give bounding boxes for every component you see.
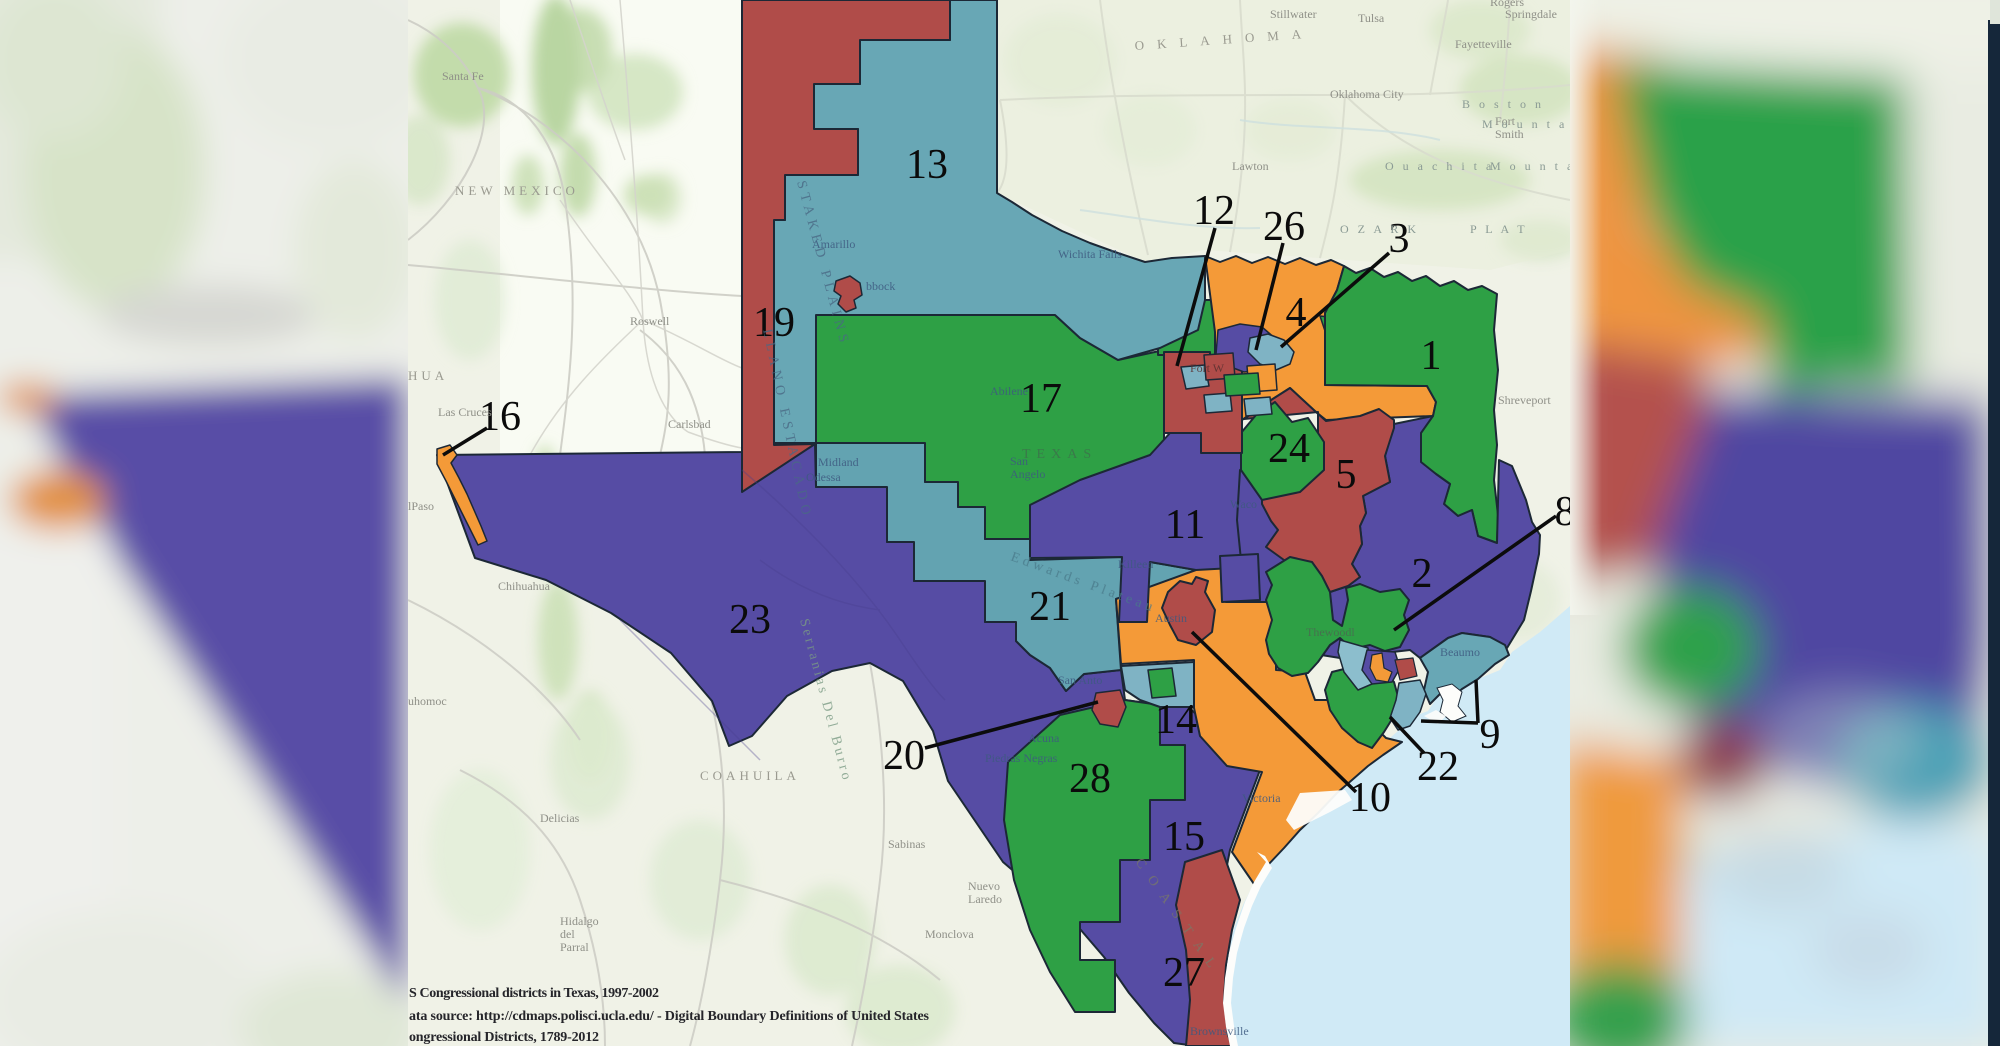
svg-text:11: 11	[1165, 502, 1205, 548]
svg-text:uhomoc: uhomoc	[408, 694, 447, 708]
svg-text:O Z A R K: O Z A R K	[1340, 222, 1419, 236]
svg-text:Chihuahua: Chihuahua	[498, 579, 551, 593]
svg-text:27: 27	[1163, 950, 1205, 996]
svg-text:4: 4	[1286, 290, 1307, 336]
svg-text:20: 20	[883, 733, 925, 779]
svg-text:Monclova: Monclova	[925, 927, 974, 941]
svg-text:B o s t o n: B o s t o n	[1462, 97, 1544, 111]
svg-text:Thewoodl: Thewoodl	[1306, 625, 1355, 639]
svg-text:Oklahoma City: Oklahoma City	[1330, 87, 1404, 101]
svg-text:Nuevo: Nuevo	[968, 879, 1000, 893]
svg-text:Waco: Waco	[1230, 497, 1257, 511]
svg-text:M o u n t a i n s: M o u n t a i n s	[1482, 117, 1608, 131]
svg-text:TEXAS: TEXAS	[1022, 447, 1097, 462]
svg-text:Angelo: Angelo	[1010, 467, 1045, 481]
svg-text:14: 14	[1155, 697, 1197, 743]
svg-text:Fort W: Fort W	[1190, 361, 1225, 375]
svg-text:Austin: Austin	[1155, 611, 1187, 625]
svg-text:Beaumo: Beaumo	[1440, 645, 1480, 659]
svg-text:ongressional Districts, 1789-2: ongressional Districts, 1789-2012	[409, 1030, 599, 1045]
svg-text:Roswell: Roswell	[630, 314, 670, 328]
svg-text:COAHUILA: COAHUILA	[700, 768, 800, 783]
svg-text:Sabinas: Sabinas	[888, 837, 926, 851]
svg-text:Santa Fe: Santa Fe	[442, 69, 484, 83]
svg-text:Brownsville: Brownsville	[1190, 1024, 1249, 1038]
svg-text:Abilene: Abilene	[990, 384, 1028, 398]
svg-text:16: 16	[479, 394, 521, 440]
svg-text:19: 19	[753, 300, 795, 346]
svg-text:Killeen: Killeen	[1118, 557, 1153, 571]
svg-text:Stillwater: Stillwater	[1270, 7, 1317, 21]
svg-text:HUA: HUA	[408, 368, 448, 383]
svg-text:21: 21	[1029, 584, 1071, 630]
svg-text:San Anto: San Anto	[1058, 673, 1102, 687]
svg-text:28: 28	[1069, 756, 1111, 802]
svg-text:Carlsbad: Carlsbad	[668, 417, 711, 431]
svg-text:del: del	[560, 927, 575, 941]
svg-text:Springdale: Springdale	[1505, 7, 1557, 21]
svg-text:Fort: Fort	[1495, 114, 1516, 128]
svg-text:San: San	[1010, 454, 1028, 468]
svg-text:Shreveport: Shreveport	[1498, 393, 1551, 407]
svg-text:13: 13	[906, 142, 948, 188]
svg-text:ata source: http://cdmaps.poli: ata source: http://cdmaps.polisci.ucla.e…	[409, 1009, 930, 1024]
svg-text:26: 26	[1263, 204, 1305, 250]
svg-text:Hidalgo: Hidalgo	[560, 914, 599, 928]
svg-text:12: 12	[1193, 188, 1235, 234]
svg-text:15: 15	[1163, 814, 1205, 860]
svg-text:Amarillo: Amarillo	[812, 237, 855, 251]
svg-text:Wichita Falls: Wichita Falls	[1058, 247, 1122, 261]
svg-text:22: 22	[1417, 744, 1459, 790]
svg-text:Laredo: Laredo	[968, 892, 1002, 906]
svg-text:M o u n t a i n s: M o u n t a i n s	[1490, 159, 1616, 173]
svg-text:Acuna: Acuna	[1028, 731, 1060, 745]
svg-text:Rogers: Rogers	[1490, 0, 1524, 9]
svg-text:10: 10	[1349, 775, 1391, 821]
svg-text:Las Cruces: Las Cruces	[438, 405, 492, 419]
svg-text:Lawton: Lawton	[1232, 159, 1269, 173]
svg-text:S Congressional districts in T: S Congressional districts in Texas, 1997…	[409, 986, 659, 1001]
svg-text:bbock: bbock	[866, 279, 895, 293]
svg-text:Odessa: Odessa	[806, 470, 841, 484]
svg-text:lPaso: lPaso	[408, 499, 434, 513]
svg-text:O u a c h i t a: O u a c h i t a	[1385, 159, 1494, 173]
svg-text:P L A T: P L A T	[1470, 222, 1528, 236]
svg-text:3: 3	[1389, 216, 1410, 262]
svg-text:Smith: Smith	[1495, 127, 1524, 141]
svg-text:23: 23	[729, 597, 771, 643]
svg-text:Midland: Midland	[818, 455, 859, 469]
svg-text:NEW MEXICO: NEW MEXICO	[455, 183, 579, 198]
svg-text:Delicias: Delicias	[540, 811, 580, 825]
svg-text:2: 2	[1412, 551, 1433, 597]
svg-text:Fayetteville: Fayetteville	[1455, 37, 1512, 51]
svg-text:5: 5	[1336, 452, 1357, 498]
svg-text:Parral: Parral	[560, 940, 589, 954]
svg-text:Piedras Negras: Piedras Negras	[985, 751, 1058, 765]
svg-text:17: 17	[1020, 376, 1062, 422]
svg-text:8: 8	[1555, 489, 1576, 535]
svg-text:24: 24	[1268, 426, 1310, 472]
svg-text:9: 9	[1480, 712, 1501, 758]
svg-text:Tulsa: Tulsa	[1358, 11, 1385, 25]
svg-text:Victoria: Victoria	[1242, 791, 1281, 805]
svg-text:1: 1	[1421, 333, 1442, 379]
